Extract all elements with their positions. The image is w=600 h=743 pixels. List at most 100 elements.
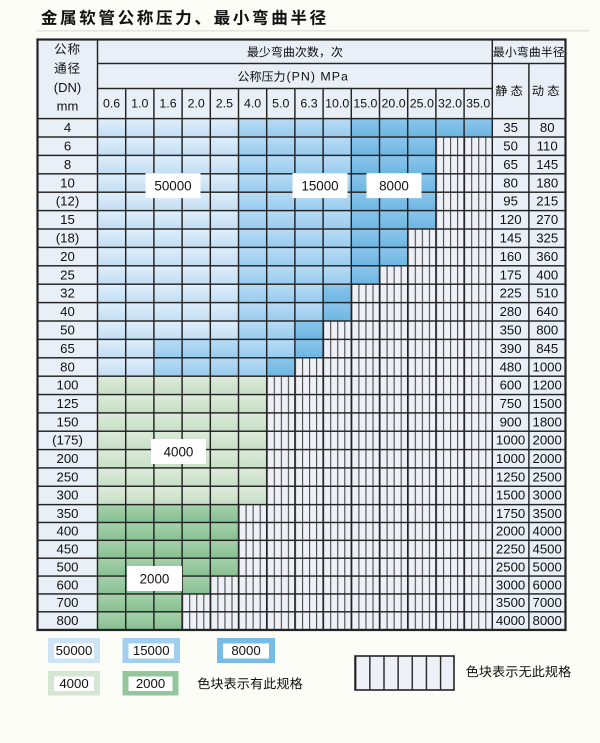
svg-text:250: 250 (56, 469, 78, 484)
svg-text:2250: 2250 (496, 542, 525, 557)
svg-text:1250: 1250 (496, 469, 525, 484)
svg-text:1.0: 1.0 (131, 97, 148, 111)
svg-text:500: 500 (56, 559, 78, 574)
svg-text:3500: 3500 (496, 595, 525, 610)
svg-text:50000: 50000 (154, 178, 191, 193)
svg-text:600: 600 (56, 577, 78, 592)
svg-text:65: 65 (60, 341, 75, 356)
svg-text:2000: 2000 (136, 676, 165, 691)
svg-text:(PN) MPa: (PN) MPa (287, 70, 349, 84)
svg-text:4000: 4000 (533, 524, 562, 539)
svg-text:1200: 1200 (533, 378, 562, 393)
svg-text:120: 120 (500, 212, 522, 227)
svg-text:325: 325 (536, 231, 558, 246)
svg-text:6000: 6000 (533, 577, 562, 592)
svg-text:5000: 5000 (533, 559, 562, 574)
svg-text:(12): (12) (56, 194, 79, 209)
svg-text:2500: 2500 (533, 469, 562, 484)
svg-text:50: 50 (503, 139, 518, 154)
svg-text:800: 800 (536, 323, 558, 338)
svg-text:110: 110 (537, 139, 558, 154)
svg-text:640: 640 (536, 304, 558, 319)
svg-text:10.0: 10.0 (325, 97, 349, 111)
svg-text:1500: 1500 (496, 488, 525, 503)
svg-text:400: 400 (536, 267, 558, 282)
svg-text:10: 10 (60, 175, 75, 190)
svg-text:15000: 15000 (133, 643, 170, 658)
svg-text:8000: 8000 (533, 613, 562, 628)
svg-text:180: 180 (536, 175, 558, 190)
svg-text:1500: 1500 (533, 396, 562, 411)
svg-text:2.5: 2.5 (216, 97, 233, 111)
svg-text:2000: 2000 (533, 451, 562, 466)
svg-text:300: 300 (56, 488, 78, 503)
svg-text:1000: 1000 (496, 451, 525, 466)
svg-text:360: 360 (536, 249, 558, 264)
svg-text:(DN): (DN) (54, 80, 81, 95)
svg-text:145: 145 (500, 231, 522, 246)
svg-text:145: 145 (536, 157, 558, 172)
svg-text:225: 225 (500, 286, 522, 301)
svg-text:80: 80 (60, 359, 75, 374)
svg-text:1000: 1000 (533, 359, 562, 374)
svg-text:175: 175 (500, 267, 522, 282)
svg-text:3000: 3000 (496, 577, 525, 592)
svg-text:4: 4 (64, 120, 71, 135)
svg-text:65: 65 (503, 157, 518, 172)
svg-text:1000: 1000 (496, 433, 525, 448)
svg-text:35.0: 35.0 (466, 97, 490, 111)
svg-text:2000: 2000 (533, 433, 562, 448)
svg-text:80: 80 (540, 120, 555, 135)
svg-text:390: 390 (500, 341, 522, 356)
svg-text:15000: 15000 (301, 178, 338, 193)
svg-text:845: 845 (536, 341, 558, 356)
svg-text:2500: 2500 (496, 559, 525, 574)
svg-text:700: 700 (56, 595, 78, 610)
svg-text:280: 280 (500, 304, 522, 319)
svg-text:2.0: 2.0 (188, 97, 205, 111)
svg-text:2000: 2000 (140, 571, 170, 586)
svg-text:3000: 3000 (533, 488, 562, 503)
svg-text:80: 80 (503, 175, 518, 190)
svg-text:20: 20 (60, 249, 75, 264)
svg-text:200: 200 (56, 451, 78, 466)
svg-text:350: 350 (56, 506, 78, 521)
svg-text:750: 750 (500, 396, 522, 411)
svg-text:900: 900 (500, 414, 522, 429)
svg-text:8: 8 (64, 157, 71, 172)
svg-text:1.6: 1.6 (159, 97, 176, 111)
svg-text:6.3: 6.3 (300, 97, 317, 111)
svg-text:480: 480 (500, 359, 522, 374)
svg-text:15.0: 15.0 (353, 97, 377, 111)
svg-text:32.0: 32.0 (438, 97, 462, 111)
svg-text:8000: 8000 (231, 643, 260, 658)
svg-text:35: 35 (503, 120, 518, 135)
svg-text:(175): (175) (52, 433, 83, 448)
svg-text:(18): (18) (56, 231, 79, 246)
svg-text:100: 100 (56, 378, 78, 393)
svg-text:270: 270 (536, 212, 558, 227)
svg-text:0.6: 0.6 (103, 97, 120, 111)
svg-text:mm: mm (57, 98, 79, 113)
svg-text:160: 160 (500, 249, 522, 264)
svg-text:20.0: 20.0 (382, 97, 406, 111)
svg-text:800: 800 (56, 613, 78, 628)
svg-text:15: 15 (60, 212, 75, 227)
svg-text:50: 50 (60, 323, 75, 338)
svg-text:7000: 7000 (533, 595, 562, 610)
svg-text:450: 450 (56, 542, 78, 557)
svg-text:4500: 4500 (533, 542, 562, 557)
svg-text:400: 400 (56, 524, 78, 539)
svg-text:600: 600 (500, 378, 522, 393)
svg-text:4.0: 4.0 (244, 97, 261, 111)
svg-text:50000: 50000 (56, 643, 93, 658)
svg-text:2000: 2000 (496, 524, 525, 539)
svg-text:215: 215 (536, 194, 558, 209)
svg-text:25: 25 (60, 267, 75, 282)
svg-text:4000: 4000 (59, 676, 88, 691)
svg-text:350: 350 (500, 323, 522, 338)
svg-text:1750: 1750 (496, 506, 525, 521)
svg-text:40: 40 (60, 304, 75, 319)
svg-text:8000: 8000 (379, 178, 409, 193)
svg-text:125: 125 (56, 396, 78, 411)
